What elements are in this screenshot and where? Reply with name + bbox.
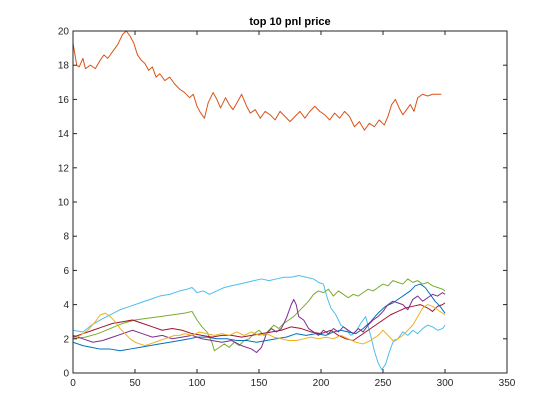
x-tick-label: 200 [313, 378, 330, 389]
y-tick-label: 4 [63, 300, 69, 311]
series-line-3 [72, 278, 446, 352]
series-line-4 [72, 283, 446, 352]
y-tick-label: 0 [63, 369, 69, 380]
y-tick-label: 16 [58, 95, 70, 106]
y-tick-label: 20 [58, 27, 70, 38]
plot-area [73, 31, 507, 373]
series-line-6 [72, 292, 446, 353]
x-tick-label: 0 [70, 378, 76, 389]
y-tick-label: 6 [63, 266, 69, 277]
series-line-5 [72, 302, 446, 342]
y-tick-label: 2 [63, 334, 69, 345]
series-line-1 [72, 30, 442, 131]
y-tick-label: 14 [58, 129, 70, 140]
x-tick-label: 50 [129, 378, 141, 389]
x-tick-label: 350 [499, 378, 516, 389]
x-tick-label: 300 [437, 378, 454, 389]
chart-title: top 10 pnl price [249, 16, 330, 28]
x-tick-label: 150 [251, 378, 268, 389]
x-tick-label: 100 [189, 378, 206, 389]
series-line-7 [72, 304, 446, 347]
x-tick-label: 250 [375, 378, 392, 389]
y-tick-label: 18 [58, 61, 70, 72]
series-layer [72, 30, 446, 371]
y-tick-label: 10 [58, 198, 70, 209]
ticks-layer: 0 50 100 150 200 250 300 350 0 2 4 6 8 10 12 14 16 18 20 [58, 27, 516, 390]
y-tick-label: 8 [63, 232, 69, 243]
y-tick-label: 12 [58, 163, 70, 174]
